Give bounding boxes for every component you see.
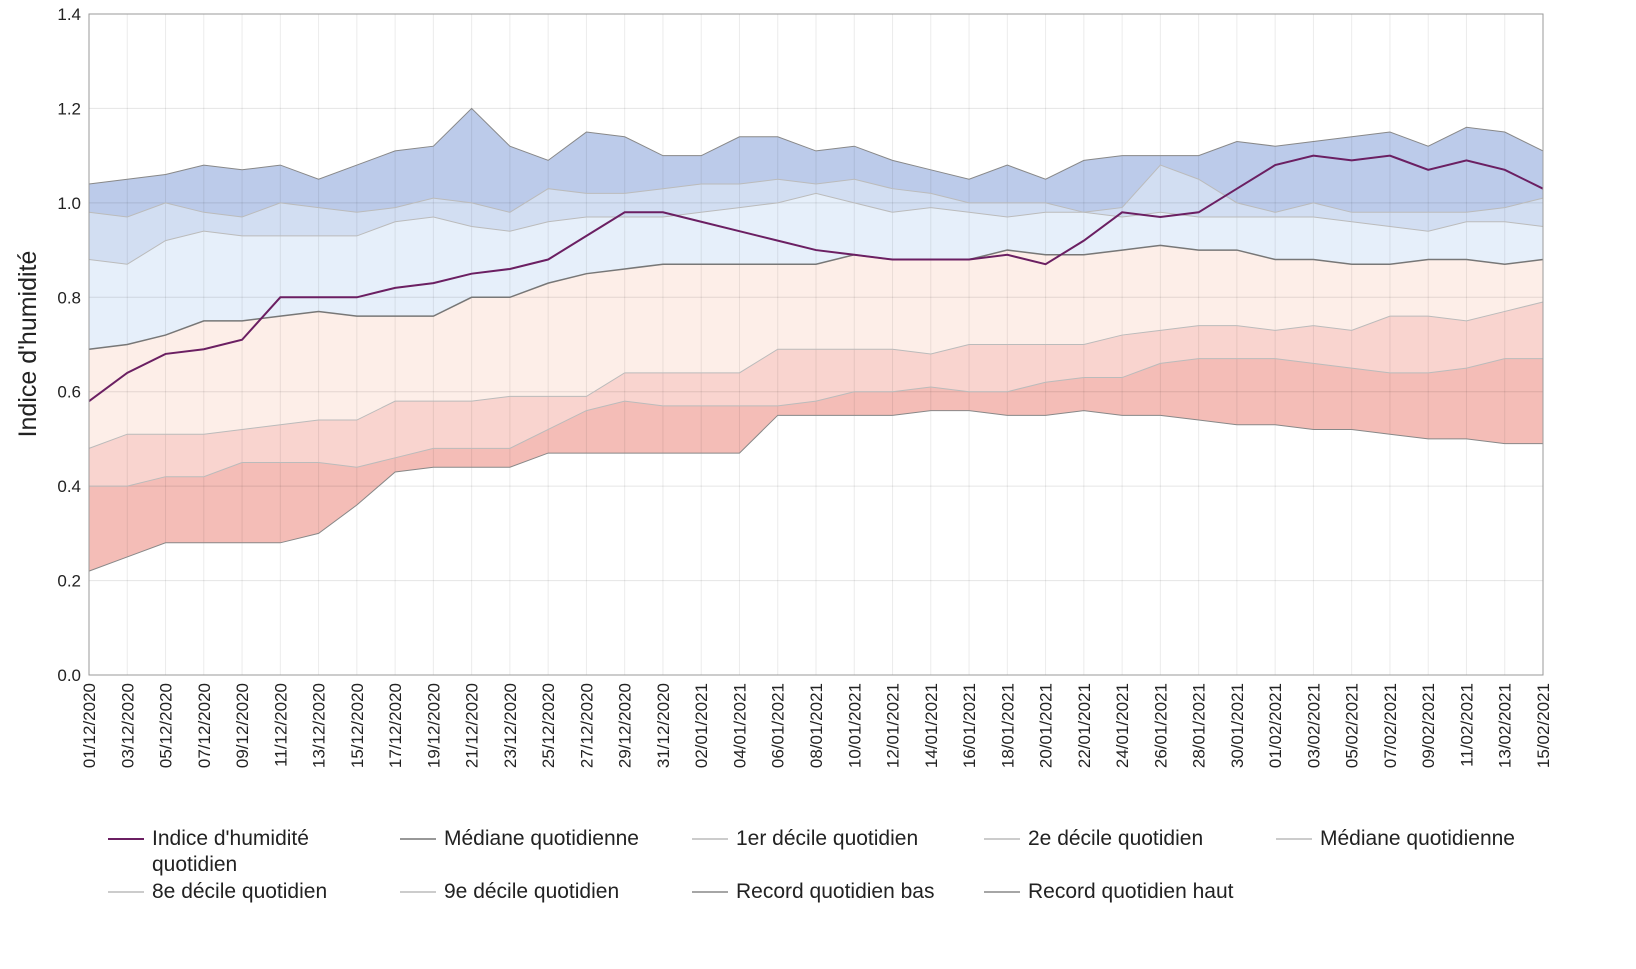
y-tick-label: 0.0: [57, 666, 81, 685]
legend-swatch: [1276, 838, 1312, 840]
legend-item: 2e décile quotidien: [984, 826, 1276, 879]
legend-label: 2e décile quotidien: [1028, 827, 1204, 850]
plot-frame: [88, 13, 1544, 676]
series-line: [88, 107, 1544, 185]
x-tick-label: 09/02/2021: [1419, 683, 1438, 768]
legend-label: Record quotidien bas: [736, 880, 935, 903]
legend-swatch: [692, 838, 728, 840]
x-tick-label: 24/01/2021: [1113, 683, 1132, 768]
legend-swatch: [400, 838, 436, 840]
x-tick-label: 09/12/2020: [233, 683, 252, 768]
x-tick-label: 14/01/2021: [922, 683, 941, 768]
legend-label: Médiane quotidienne: [1320, 827, 1515, 850]
legend-item: Médiane quotidienne: [400, 826, 692, 879]
x-tick-label: 21/12/2020: [463, 683, 482, 768]
x-tick-label: 01/02/2021: [1266, 683, 1285, 768]
x-tick-label: 23/12/2020: [501, 683, 520, 768]
x-tick-label: 01/12/2020: [80, 683, 99, 768]
x-tick-label: 13/02/2021: [1496, 683, 1515, 768]
y-tick-label: 1.4: [57, 5, 81, 24]
y-tick-label: 0.6: [57, 383, 81, 402]
legend-swatch: [108, 838, 144, 840]
x-tick-label: 31/12/2020: [654, 683, 673, 768]
legend-label: 1er décile quotidien: [736, 827, 919, 850]
x-tick-label: 25/12/2020: [539, 683, 558, 768]
legend-label: Indice d'humidité quotidien: [152, 827, 309, 876]
legend-swatch: [400, 891, 436, 893]
band: [89, 165, 1543, 265]
x-tick-label: 30/01/2021: [1228, 683, 1247, 768]
x-tick-label: 13/12/2020: [310, 683, 329, 768]
legend-item: 8e décile quotidien: [108, 879, 400, 932]
x-tick-label: 10/01/2021: [845, 683, 864, 768]
series-line: [88, 154, 1544, 402]
x-tick-label: 06/01/2021: [769, 683, 788, 768]
x-tick-label: 26/01/2021: [1151, 683, 1170, 768]
series-line: [88, 244, 1544, 350]
series-line: [88, 301, 1544, 449]
x-tick-label: 02/01/2021: [692, 683, 711, 768]
x-tick-label: 11/12/2020: [271, 683, 290, 767]
x-tick-label: 20/01/2021: [1037, 683, 1056, 768]
band: [89, 193, 1543, 350]
x-tick-label: 19/12/2020: [424, 683, 443, 768]
x-tick-label: 11/02/2021: [1457, 683, 1476, 767]
y-tick-label: 0.4: [57, 477, 81, 496]
legend-item: Médiane quotidienne: [1276, 826, 1568, 879]
y-axis-label: Indice d'humidité: [14, 251, 42, 438]
y-tick-label: 1.0: [57, 194, 81, 213]
y-tick-label: 0.8: [57, 288, 81, 307]
legend-label: Médiane quotidienne: [444, 827, 639, 850]
band: [89, 245, 1543, 449]
legend-label: Record quotidien haut: [1028, 880, 1234, 903]
legend-item: 9e décile quotidien: [400, 879, 692, 932]
series-line: [88, 410, 1543, 572]
series-line: [88, 192, 1544, 265]
x-tick-label: 07/12/2020: [195, 683, 214, 768]
x-tick-label: 04/01/2021: [730, 683, 749, 768]
x-tick-label: 29/12/2020: [616, 683, 635, 768]
legend-item: Record quotidien bas: [692, 879, 984, 932]
band: [89, 358, 1543, 572]
legend: Indice d'humidité quotidien Médiane quoti…: [108, 826, 1608, 932]
x-tick-label: 15/02/2021: [1534, 683, 1553, 768]
legend-swatch: [108, 891, 144, 893]
x-tick-label: 03/02/2021: [1304, 683, 1323, 768]
legend-item: 1er décile quotidien: [692, 826, 984, 879]
x-tick-label: 28/01/2021: [1190, 683, 1209, 768]
x-tick-label: 07/02/2021: [1381, 683, 1400, 768]
x-tick-label: 17/12/2020: [386, 683, 405, 768]
x-tick-label: 15/12/2020: [348, 683, 367, 768]
legend-swatch: [692, 891, 728, 893]
x-tick-label: 08/01/2021: [807, 683, 826, 768]
legend-item: Record quotidien haut: [984, 879, 1276, 932]
legend-item: Indice d'humidité quotidien: [108, 826, 400, 879]
x-tick-label: 03/12/2020: [118, 683, 137, 768]
legend-label: 9e décile quotidien: [444, 880, 620, 903]
legend-swatch: [984, 891, 1020, 893]
series-line: [89, 358, 1543, 487]
legend-label: 8e décile quotidien: [152, 880, 328, 903]
band: [89, 302, 1543, 487]
x-tick-label: 12/01/2021: [884, 683, 903, 768]
x-tick-label: 05/12/2020: [157, 683, 176, 768]
legend-swatch: [984, 838, 1020, 840]
chart: Indice d'humidité 0.0 0.2 0.4 0.6 0.8 1.0 1.2 1…: [14, 5, 1553, 768]
x-tick-label: 22/01/2021: [1075, 683, 1094, 768]
x-tick-label: 16/01/2021: [960, 683, 979, 768]
x-tick-label: 18/01/2021: [998, 683, 1017, 768]
y-tick-label: 1.2: [57, 99, 81, 118]
band: [89, 108, 1543, 218]
x-tick-label: 05/02/2021: [1343, 683, 1362, 768]
series-line: [88, 164, 1544, 218]
x-tick-label: 27/12/2020: [577, 683, 596, 768]
y-tick-label: 0.2: [57, 572, 81, 591]
